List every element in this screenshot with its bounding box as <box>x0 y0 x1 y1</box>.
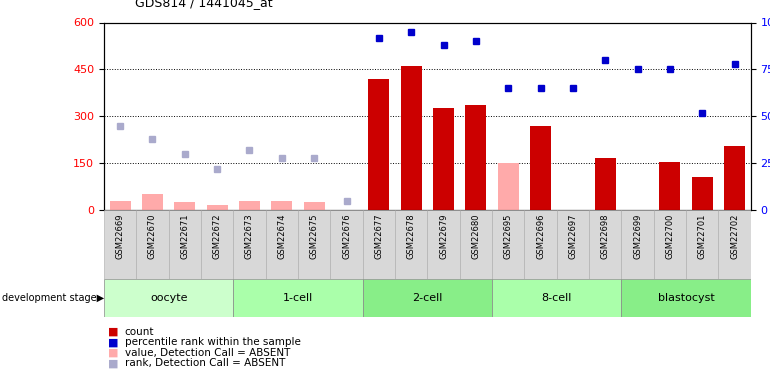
Bar <box>400 66 422 210</box>
Bar <box>169 210 201 279</box>
Bar <box>104 279 233 317</box>
Text: count: count <box>125 327 154 337</box>
Bar <box>201 210 233 279</box>
Bar <box>266 210 298 279</box>
Bar <box>427 210 460 279</box>
Bar <box>621 210 654 279</box>
Text: GSM22699: GSM22699 <box>633 213 642 259</box>
Bar <box>557 210 589 279</box>
Bar <box>233 210 266 279</box>
Bar <box>233 279 363 317</box>
Text: GSM22701: GSM22701 <box>698 213 707 259</box>
Text: GSM22671: GSM22671 <box>180 213 189 259</box>
Text: development stage▶: development stage▶ <box>2 293 104 303</box>
Bar <box>621 279 751 317</box>
Bar <box>271 201 293 210</box>
Bar <box>368 79 390 210</box>
Bar <box>691 177 713 210</box>
Bar <box>330 210 363 279</box>
Bar <box>303 202 325 210</box>
Bar <box>460 210 492 279</box>
Text: percentile rank within the sample: percentile rank within the sample <box>125 338 300 347</box>
Text: blastocyst: blastocyst <box>658 293 715 303</box>
Text: GSM22678: GSM22678 <box>407 213 416 259</box>
Bar <box>497 163 519 210</box>
Text: GSM22696: GSM22696 <box>536 213 545 259</box>
Text: 8-cell: 8-cell <box>541 293 572 303</box>
Text: value, Detection Call = ABSENT: value, Detection Call = ABSENT <box>125 348 290 358</box>
Text: oocyte: oocyte <box>150 293 187 303</box>
Text: GSM22700: GSM22700 <box>665 213 675 259</box>
Bar <box>142 194 163 210</box>
Bar <box>174 202 196 210</box>
Text: GDS814 / 1441045_at: GDS814 / 1441045_at <box>135 0 273 9</box>
Text: GSM22702: GSM22702 <box>730 213 739 259</box>
Bar <box>363 210 395 279</box>
Bar <box>524 210 557 279</box>
Bar <box>594 158 616 210</box>
Bar <box>136 210 169 279</box>
Bar <box>239 201 260 210</box>
Text: GSM22670: GSM22670 <box>148 213 157 259</box>
Text: ■: ■ <box>108 338 119 347</box>
Bar <box>492 210 524 279</box>
Text: GSM22672: GSM22672 <box>213 213 222 259</box>
Text: ■: ■ <box>108 327 119 337</box>
Bar <box>492 279 621 317</box>
Text: 1-cell: 1-cell <box>283 293 313 303</box>
Text: 2-cell: 2-cell <box>412 293 443 303</box>
Bar <box>109 201 131 210</box>
Bar <box>395 210 427 279</box>
Bar <box>363 279 492 317</box>
Bar <box>298 210 330 279</box>
Text: GSM22669: GSM22669 <box>116 213 125 259</box>
Bar <box>589 210 621 279</box>
Bar <box>718 210 751 279</box>
Bar <box>104 210 136 279</box>
Bar <box>724 146 745 210</box>
Text: GSM22697: GSM22697 <box>568 213 578 259</box>
Bar <box>433 108 454 210</box>
Text: ■: ■ <box>108 348 119 358</box>
Text: rank, Detection Call = ABSENT: rank, Detection Call = ABSENT <box>125 358 285 368</box>
Bar <box>659 162 681 210</box>
Text: GSM22673: GSM22673 <box>245 213 254 259</box>
Bar <box>530 126 551 210</box>
Text: GSM22675: GSM22675 <box>310 213 319 259</box>
Text: GSM22695: GSM22695 <box>504 213 513 259</box>
Text: GSM22680: GSM22680 <box>471 213 480 259</box>
Text: GSM22698: GSM22698 <box>601 213 610 259</box>
Text: GSM22674: GSM22674 <box>277 213 286 259</box>
Bar <box>465 105 487 210</box>
Bar <box>654 210 686 279</box>
Text: ■: ■ <box>108 358 119 368</box>
Bar <box>206 206 228 210</box>
Bar <box>686 210 718 279</box>
Text: GSM22676: GSM22676 <box>342 213 351 259</box>
Text: GSM22679: GSM22679 <box>439 213 448 259</box>
Text: GSM22677: GSM22677 <box>374 213 383 259</box>
